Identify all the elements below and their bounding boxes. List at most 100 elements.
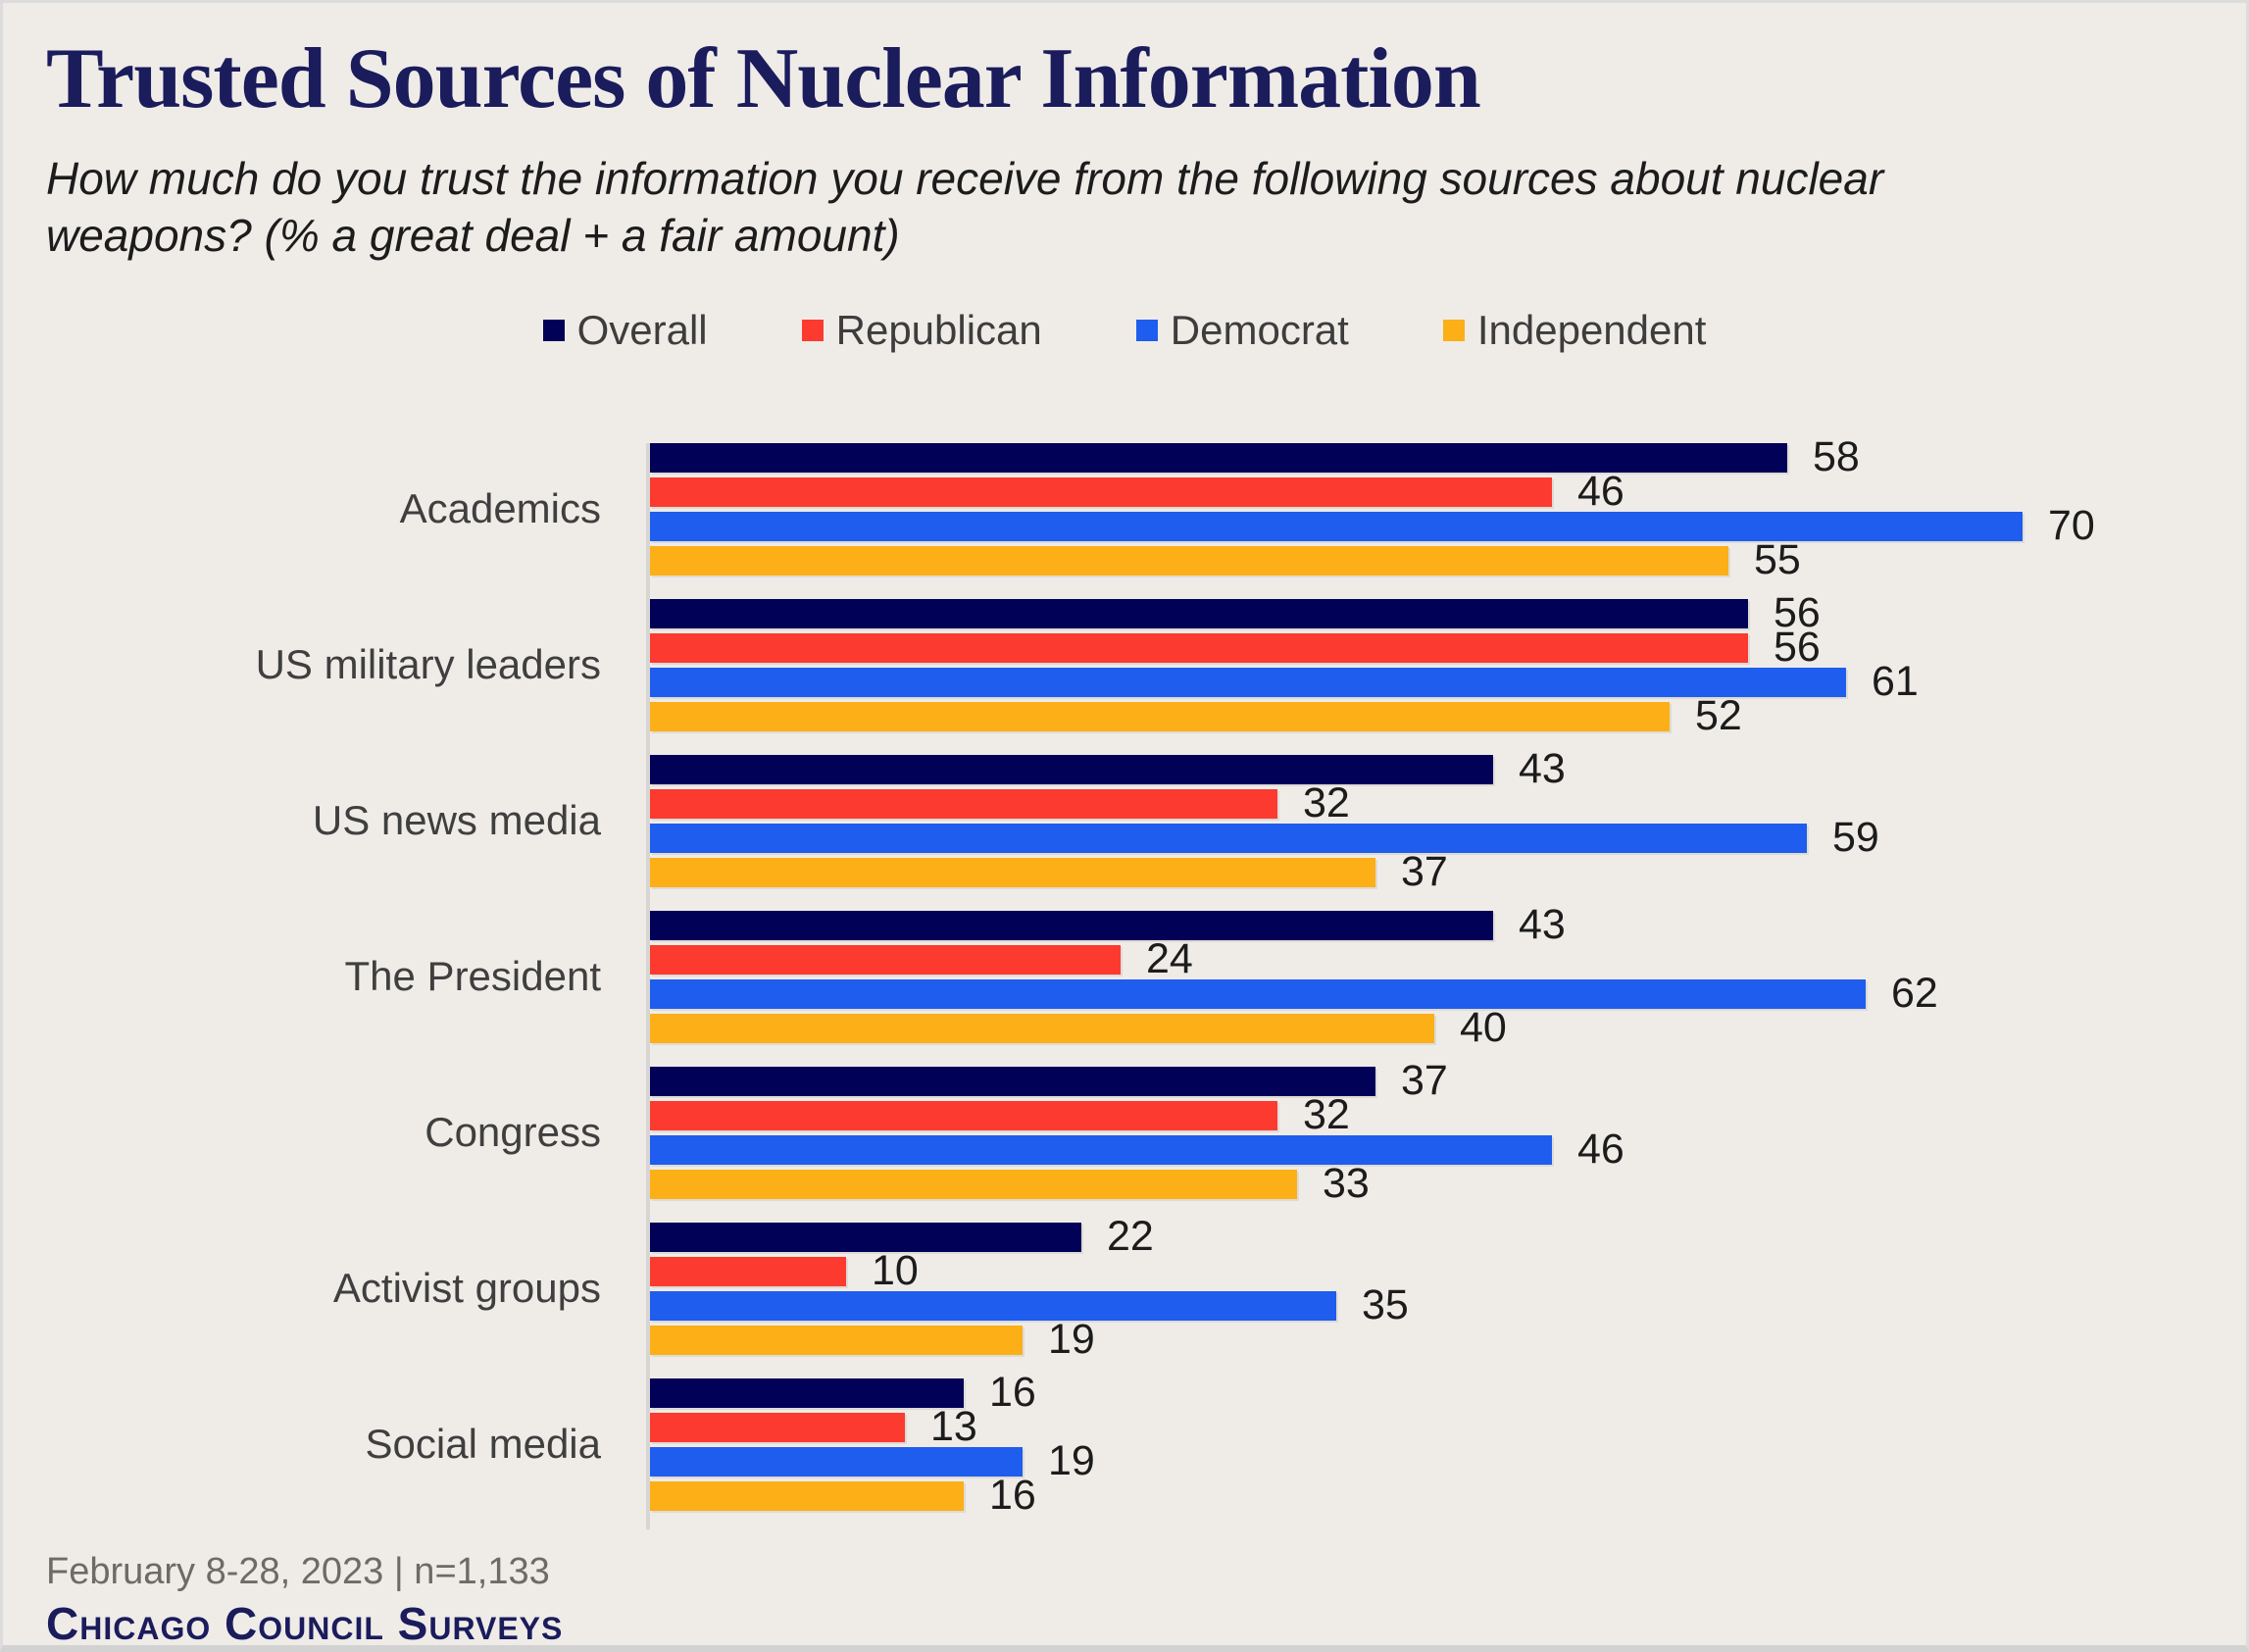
plot-bars: 37 32 46 33	[646, 1060, 2246, 1223]
category-label: US military leaders	[255, 641, 601, 688]
bar-republican	[650, 1412, 905, 1442]
category-label: US news media	[312, 797, 601, 844]
bar-value-label: 46	[1577, 468, 1624, 516]
legend-item-democrat: Democrat	[1135, 306, 1349, 353]
bar-value-label: 59	[1832, 814, 1879, 862]
bar-value-label: 55	[1754, 536, 1801, 584]
bar-overall	[650, 1222, 1081, 1252]
category-group-us-news-media: US news media 43 32 59 37	[3, 748, 2246, 911]
bar-value-label: 32	[1303, 779, 1350, 827]
bar-row: 37	[650, 1060, 2246, 1102]
bar-democrat	[650, 667, 1846, 697]
bar-value-label: 13	[930, 1403, 977, 1451]
bar-row: 10	[650, 1250, 2246, 1292]
bar-row: 43	[650, 748, 2246, 790]
bar-democrat	[650, 823, 1807, 853]
chart-subtitle: How much do you trust the information yo…	[46, 153, 1884, 261]
bar-value-label: 24	[1146, 935, 1193, 983]
bar-democrat	[650, 978, 1866, 1009]
bar-democrat	[650, 1290, 1336, 1321]
bar-row: 32	[650, 1094, 2246, 1136]
plot-bars: 16 13 19 16	[646, 1372, 2246, 1529]
bar-row: 46	[650, 1128, 2246, 1171]
bar-overall	[650, 754, 1493, 784]
bar-overall	[650, 598, 1748, 628]
bar-value-label: 37	[1401, 1057, 1448, 1105]
legend-item-overall: Overall	[542, 306, 708, 353]
bar-value-label: 61	[1872, 658, 1919, 706]
bar-row: 40	[650, 1007, 2246, 1049]
bar-independent	[650, 857, 1375, 887]
bar-value-label: 19	[1048, 1316, 1095, 1364]
bar-republican	[650, 476, 1552, 507]
bar-value-label: 58	[1813, 433, 1860, 481]
legend-swatch-overall	[542, 319, 565, 341]
plot-bars: 43 32 59 37	[646, 748, 2246, 911]
bar-democrat	[650, 511, 2023, 541]
bar-value-label: 56	[1774, 589, 1821, 637]
chart-title: Trusted Sources of Nuclear Information	[46, 31, 1481, 126]
header: Trusted Sources of Nuclear Information H…	[3, 3, 2246, 265]
bar-value-label: 33	[1323, 1160, 1370, 1208]
bar-row: 55	[650, 539, 2246, 581]
bar-value-label: 40	[1460, 1004, 1507, 1052]
legend-item-republican: Republican	[801, 309, 1042, 351]
bar-value-label: 32	[1303, 1091, 1350, 1139]
bar-row: 43	[650, 904, 2246, 946]
legend-label: Independent	[1476, 306, 1707, 353]
category-label: Academics	[399, 485, 601, 532]
bar-republican	[650, 632, 1748, 663]
bar-value-label: 19	[1048, 1437, 1095, 1485]
bar-row: 35	[650, 1284, 2246, 1327]
bar-independent	[650, 1480, 964, 1511]
bar-value-label: 52	[1695, 692, 1742, 740]
category-group-activist-groups: Activist groups 22 10 35 19	[3, 1216, 2246, 1378]
survey-date-note: February 8-28, 2023 | n=1,133	[46, 1550, 550, 1592]
category-label: The President	[344, 953, 601, 1000]
category-label: Social media	[365, 1421, 601, 1468]
bar-row: 70	[650, 505, 2246, 547]
bar-republican	[650, 788, 1277, 819]
bar-row: 16	[650, 1475, 2246, 1517]
bar-row: 52	[650, 695, 2246, 737]
bar-independent	[650, 701, 1670, 731]
category-group-the-president: The President 43 24 62 40	[3, 904, 2246, 1067]
bar-democrat	[650, 1446, 1023, 1477]
plot-bars: 43 24 62 40	[646, 904, 2246, 1067]
bar-row: 59	[650, 817, 2246, 859]
plot-bars: 58 46 70 55	[646, 436, 2246, 599]
bar-independent	[650, 545, 1728, 576]
bar-row: 16	[650, 1372, 2246, 1414]
legend-label: Democrat	[1170, 306, 1349, 353]
footer: February 8-28, 2023 | n=1,133 Chicago Co…	[3, 1529, 2246, 1649]
bar-overall	[650, 1066, 1375, 1096]
bar-row: 19	[650, 1440, 2246, 1482]
plot-bars: 22 10 35 19	[646, 1216, 2246, 1378]
plot-bars: 56 56 61 52	[646, 592, 2246, 755]
bar-republican	[650, 1100, 1277, 1130]
bar-overall	[650, 442, 1787, 473]
bar-row: 22	[650, 1216, 2246, 1258]
legend-item-independent: Independent	[1442, 306, 1707, 353]
bar-row: 37	[650, 851, 2246, 893]
bar-independent	[650, 1169, 1297, 1199]
bar-row: 24	[650, 938, 2246, 980]
bar-value-label: 56	[1774, 624, 1821, 672]
bar-value-label: 70	[2048, 502, 2095, 550]
bar-value-label: 37	[1401, 848, 1448, 896]
bar-row: 19	[650, 1319, 2246, 1361]
legend-swatch-democrat	[1135, 319, 1158, 341]
bar-overall	[650, 910, 1493, 940]
bar-democrat	[650, 1134, 1552, 1165]
category-group-congress: Congress 37 32 46 33	[3, 1060, 2246, 1223]
legend-label: Overall	[576, 306, 708, 353]
category-label: Congress	[425, 1109, 601, 1156]
bar-value-label: 35	[1362, 1281, 1409, 1329]
bar-value-label: 16	[989, 1369, 1036, 1417]
bar-independent	[650, 1325, 1023, 1355]
bar-value-label: 43	[1519, 901, 1566, 949]
bar-value-label: 43	[1519, 745, 1566, 793]
bar-row: 13	[650, 1406, 2246, 1448]
brand-name: Chicago Council Surveys	[46, 1597, 564, 1649]
category-group-academics: Academics 58 46 70 55	[3, 436, 2246, 599]
